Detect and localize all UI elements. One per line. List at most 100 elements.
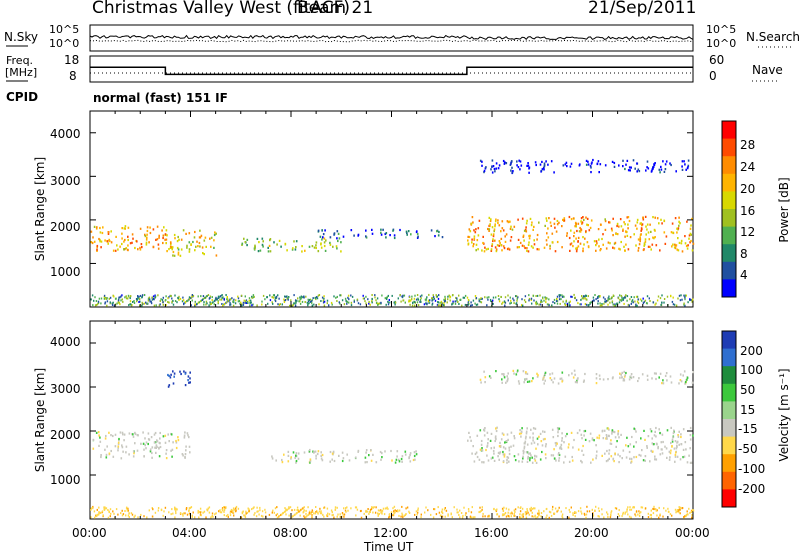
velocity-cell (532, 436, 534, 439)
power-cell (677, 237, 679, 240)
power-cell (347, 294, 350, 297)
power-cell (516, 297, 518, 300)
velocity-cell (146, 516, 148, 519)
power-cell (126, 248, 129, 251)
power-cell (315, 244, 317, 247)
power-cell (587, 163, 590, 166)
power-cell (416, 301, 419, 304)
power-cell (555, 230, 558, 233)
power-cell (201, 299, 204, 301)
power-cell (139, 248, 142, 251)
power-cell (205, 300, 208, 303)
velocity-cell (397, 510, 399, 513)
power-cell (590, 166, 592, 169)
velocity-cell (542, 376, 545, 379)
velocity-cell (549, 377, 552, 380)
power-cell (316, 297, 319, 300)
velocity-cell (614, 507, 617, 509)
velocity-cell (688, 507, 690, 510)
power-cell (584, 237, 586, 240)
velocity-cell (225, 514, 228, 517)
velocity-colorbar (721, 330, 737, 508)
power-cell (245, 302, 248, 304)
velocity-cell (479, 378, 482, 381)
power-cell (565, 161, 568, 164)
velocity-cell (501, 378, 503, 381)
power-cell (505, 162, 508, 165)
velocity-cell (295, 459, 298, 463)
velocity-cell (221, 508, 223, 511)
velocity-cell (150, 436, 153, 439)
power-cell (648, 297, 650, 300)
power-cell (374, 294, 376, 297)
velocity-cell (657, 445, 659, 449)
velocity-cell (154, 441, 157, 444)
velocity-cell (521, 507, 524, 510)
power-cell (171, 248, 173, 251)
velocity-cell (479, 510, 481, 513)
velocity-cell (224, 506, 226, 509)
power-cell (625, 230, 627, 233)
velocity-cell (200, 514, 202, 517)
power-cell (191, 299, 193, 302)
power-cell (428, 301, 431, 304)
velocity-cell (582, 444, 584, 448)
velocity-cell (646, 446, 648, 449)
velocity-cell (598, 510, 600, 512)
power-cell (192, 295, 195, 297)
power-cell (598, 295, 600, 298)
velocity-cell (685, 515, 687, 518)
power-cell (530, 298, 532, 301)
velocity-range-axis-label: Slant Range [km] (33, 367, 47, 473)
power-cell (538, 248, 540, 251)
velocity-cell (629, 457, 631, 460)
power-cell (613, 303, 615, 306)
power-cell (380, 228, 382, 231)
power-cell (152, 245, 155, 248)
power-cell (475, 303, 478, 306)
velocity-cell (378, 512, 380, 515)
velocity-cell (99, 511, 101, 514)
power-cell (112, 249, 115, 252)
power-cell (513, 299, 515, 302)
velocity-cell (658, 516, 660, 519)
power-cell (329, 243, 332, 246)
power-cell (99, 240, 101, 243)
power-cell (532, 294, 535, 297)
power-cell (307, 303, 309, 305)
velocity-cell (345, 510, 347, 513)
velocity-cell (651, 377, 653, 380)
velocity-cell (640, 506, 642, 509)
power-cell (516, 299, 518, 302)
power-colorbar-segment (722, 261, 736, 280)
velocity-cell (291, 509, 293, 512)
power-cell (317, 250, 320, 253)
power-cell (685, 244, 688, 248)
velocity-cell (671, 445, 673, 448)
velocity-cell (315, 511, 317, 513)
power-cell (503, 162, 506, 165)
power-cell (416, 236, 419, 239)
power-cell (332, 245, 334, 248)
power-cell (391, 294, 393, 297)
power-cell (613, 161, 616, 165)
velocity-cell (641, 506, 644, 509)
velocity-cell (677, 434, 679, 437)
power-cell (516, 164, 518, 167)
velocity-cell (526, 451, 529, 454)
power-cell (636, 300, 639, 303)
power-cell (546, 297, 548, 300)
velocity-cell (624, 374, 626, 377)
power-cell (145, 301, 147, 304)
power-cell (501, 249, 503, 252)
power-cell (488, 216, 491, 219)
power-cell (678, 220, 680, 223)
velocity-cell (597, 515, 599, 518)
power-cell (649, 223, 651, 226)
power-cell (542, 166, 545, 169)
velocity-cell (605, 434, 608, 437)
velocity-cell (165, 449, 168, 452)
power-cell (581, 221, 584, 224)
power-cell (490, 249, 493, 252)
power-cell (141, 301, 143, 304)
